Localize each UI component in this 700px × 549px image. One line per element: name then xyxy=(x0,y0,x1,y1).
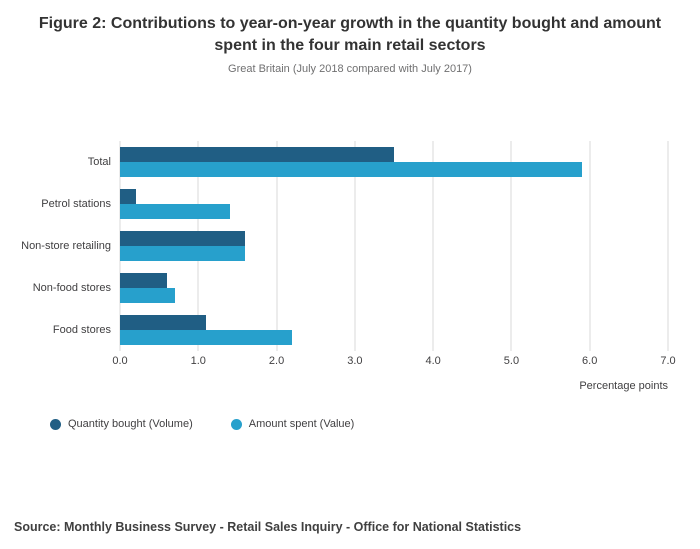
legend-swatch-icon xyxy=(50,418,61,430)
bar-value xyxy=(120,162,582,178)
category-label: Petrol stations xyxy=(41,198,111,211)
x-tick-label: 0.0 xyxy=(112,355,128,368)
x-tick-label: 7.0 xyxy=(660,355,676,368)
category-label: Non-store retailing xyxy=(21,240,111,253)
bar-volume xyxy=(120,315,207,331)
plot-area xyxy=(119,141,669,352)
category-label: Food stores xyxy=(52,324,111,337)
bar-value xyxy=(120,288,175,304)
gridline xyxy=(510,141,512,352)
legend-label: Amount spent (Value) xyxy=(248,418,355,431)
legend-label: Quantity bought (Volume) xyxy=(68,418,193,431)
legend-item-value[interactable]: Amount spent (Value) xyxy=(230,418,355,431)
bar-volume xyxy=(120,231,246,247)
bar-value xyxy=(120,204,230,220)
bar-volume xyxy=(120,273,167,289)
chart-subtitle: Great Britain (July 2018 compared with J… xyxy=(228,63,472,76)
figure: Figure 2: Contributions to year-on-year … xyxy=(0,15,700,534)
bar-value xyxy=(120,330,293,346)
bar-group xyxy=(120,225,668,267)
gridline xyxy=(667,141,669,352)
legend-swatch-icon xyxy=(230,418,242,430)
x-axis-ticks: 0.0 1.0 2.0 3.0 4.0 5.0 6.0 7.0 xyxy=(112,355,675,371)
x-tick-label: 4.0 xyxy=(425,355,441,368)
gridline xyxy=(354,141,356,352)
x-tick-label: 6.0 xyxy=(582,355,598,368)
x-tick-label: 5.0 xyxy=(503,355,520,368)
bar-group xyxy=(120,309,668,351)
x-axis-label: Percentage points xyxy=(579,380,668,393)
bar-chart: Total Petrol stations Non-store retailing N… xyxy=(0,141,700,352)
category-label: Total xyxy=(87,156,111,169)
gridline xyxy=(589,141,591,352)
bar-group xyxy=(120,267,668,309)
x-tick-label: 1.0 xyxy=(190,355,206,368)
x-tick-label: 3.0 xyxy=(347,355,363,368)
bar-volume xyxy=(120,147,394,163)
legend-item-volume[interactable]: Quantity bought (Volume) xyxy=(50,418,193,430)
category-label: Non-food stores xyxy=(32,282,111,295)
x-tick-label: 2.0 xyxy=(268,355,285,368)
bar-group xyxy=(120,141,668,183)
chart-title: Figure 2: Contributions to year-on-year … xyxy=(38,15,662,54)
gridline xyxy=(276,141,278,352)
source-text: Source: Monthly Business Survey - Retail… xyxy=(14,520,522,534)
gridline xyxy=(432,141,434,352)
category-labels: Total Petrol stations Non-store retailing N… xyxy=(0,141,120,351)
legend: Quantity bought (Volume) Amount spent (Va… xyxy=(50,418,700,430)
bar-volume xyxy=(120,189,136,205)
bar-group xyxy=(120,183,668,225)
bar-value xyxy=(120,246,246,262)
